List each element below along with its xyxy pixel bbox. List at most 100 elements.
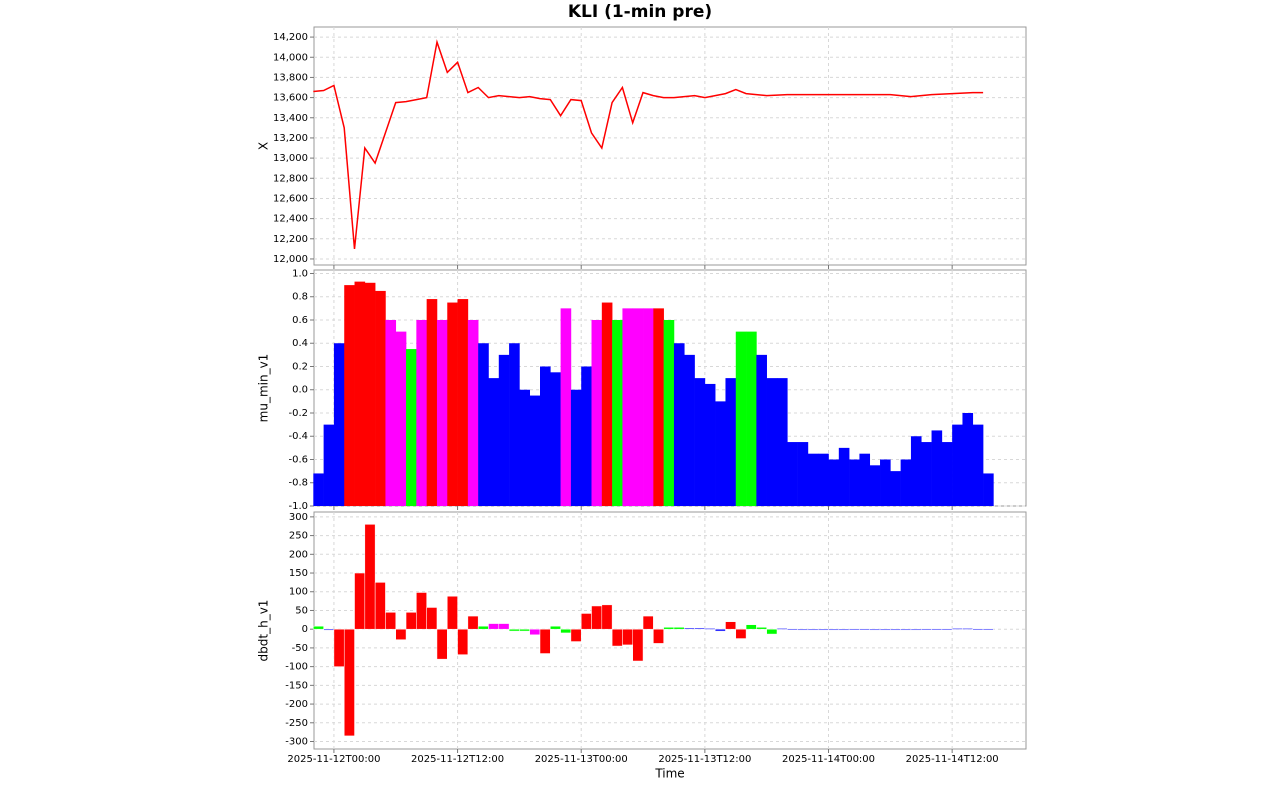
bar [467, 615, 479, 630]
y-tick-label: 14,200 [273, 32, 308, 43]
area-step [859, 453, 871, 506]
bar [313, 625, 324, 630]
area-step [478, 343, 489, 506]
y-tick-label: -200 [285, 699, 308, 710]
area-step [673, 343, 685, 506]
y-tick-label: 0 [302, 624, 308, 635]
y-tick-label: 12,800 [273, 173, 308, 184]
area-step [436, 319, 448, 506]
bar [529, 628, 541, 636]
area-step [931, 430, 943, 506]
bar [416, 592, 427, 630]
y-tick-label: 12,000 [273, 254, 308, 265]
bar [333, 628, 345, 667]
area-step [601, 302, 613, 506]
area-step [766, 378, 778, 506]
area-step [900, 459, 912, 506]
area-step [612, 319, 623, 506]
y-tick-label: 50 [295, 605, 308, 616]
y-tick-label: 12,600 [273, 193, 308, 204]
bar [787, 628, 798, 631]
area-step [467, 319, 479, 506]
bar [900, 628, 912, 631]
area-step [746, 331, 757, 506]
bar [776, 628, 788, 630]
y-tick-label: 13,600 [273, 93, 308, 104]
area-step [715, 401, 726, 506]
y-tick-label: -0.4 [288, 431, 308, 442]
y-axis-label: mu_min_v1 [257, 354, 271, 423]
bar [735, 628, 747, 639]
y-tick-label: 14,000 [273, 52, 308, 63]
bar [828, 628, 840, 631]
x-tick-label: 2025-11-14T12:00 [906, 754, 999, 765]
y-tick-label: 0.0 [292, 385, 308, 396]
y-tick-label: -0.8 [288, 478, 308, 489]
area-step [364, 282, 376, 506]
area-step [941, 442, 953, 506]
area-step [838, 447, 850, 506]
bar [756, 627, 767, 630]
area-step [313, 473, 324, 506]
area-step [694, 378, 706, 506]
y-tick-label: -250 [285, 718, 308, 729]
area-step [570, 389, 582, 506]
y-tick-label: 0.2 [292, 361, 308, 372]
area-step [663, 319, 675, 506]
bar [498, 623, 510, 630]
y-tick-label: -50 [292, 643, 308, 654]
area-step [406, 349, 417, 506]
area-step [869, 465, 881, 506]
area-step [653, 308, 664, 506]
area-step [560, 308, 572, 506]
bar [601, 604, 613, 630]
bar [869, 628, 881, 631]
bar [611, 628, 623, 647]
bar [807, 628, 819, 631]
bar [962, 628, 974, 630]
area-step [447, 302, 458, 506]
data-line [313, 39, 984, 249]
y-tick-label: 13,800 [273, 72, 308, 83]
y-tick-label: 0.8 [292, 292, 308, 303]
bar [580, 613, 592, 630]
bar [488, 623, 500, 630]
y-tick-label: -300 [285, 737, 308, 748]
area-step [323, 424, 335, 506]
bar [714, 628, 726, 632]
area-step [457, 299, 469, 506]
area-step [983, 473, 994, 506]
bar [704, 628, 716, 630]
bar [405, 612, 417, 630]
area-step [797, 442, 809, 506]
area-step [643, 308, 654, 506]
y-tick-label: 12,400 [273, 214, 308, 225]
y-axis-label: dbdt_h_v1 [257, 600, 271, 662]
plot-area [313, 511, 1027, 750]
bar [436, 628, 448, 660]
y-tick-label: -0.6 [288, 454, 308, 465]
y-tick-label: 100 [289, 587, 308, 598]
area-step [890, 471, 901, 506]
bar [323, 628, 335, 631]
area-step [818, 453, 829, 506]
area-step [756, 354, 767, 506]
area-step [910, 436, 922, 506]
area-step [591, 319, 603, 506]
y-tick-label: 13,000 [273, 153, 308, 164]
bar [797, 628, 809, 631]
area-step [426, 299, 438, 506]
bar [663, 627, 675, 630]
bar [642, 615, 654, 630]
y-tick-label: -0.2 [288, 408, 308, 419]
y-tick-label: 12,200 [273, 234, 308, 245]
area-step [787, 442, 798, 506]
y-tick-label: 13,200 [273, 133, 308, 144]
area-step [519, 389, 530, 506]
y-tick-label: 250 [289, 531, 308, 542]
area-step [962, 412, 974, 506]
bar [931, 628, 943, 631]
bar [725, 621, 737, 630]
x-tick-label: 2025-11-13T00:00 [535, 754, 628, 765]
